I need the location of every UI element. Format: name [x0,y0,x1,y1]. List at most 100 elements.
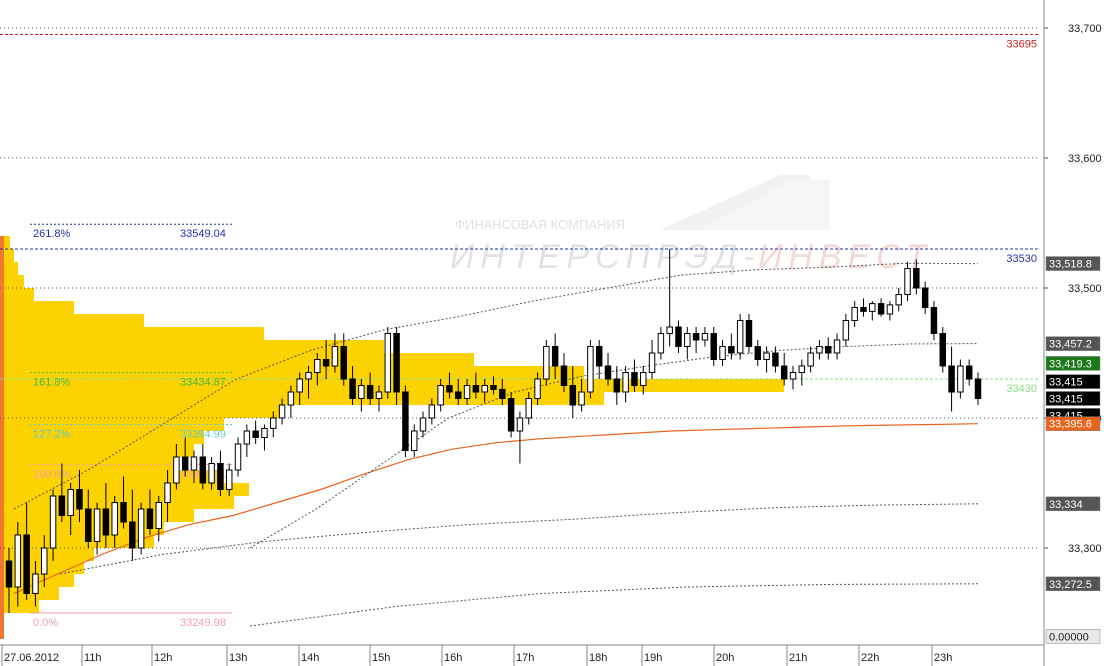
volume-profile-bar [4,392,604,405]
fib-price-label: 33394.99 [180,429,226,441]
candle-body [437,385,444,406]
candle-body [507,398,515,432]
candle-body [825,346,832,354]
candle-body [137,508,145,549]
candle-body [490,385,497,390]
time-label: 14h [301,652,319,664]
candle-body [648,352,656,373]
volume-profile-bar [4,470,224,483]
candle-body [869,303,876,312]
fib-level-label: 261.8% [33,228,71,240]
indicator-lines [13,262,979,627]
candle-body [904,268,911,295]
time-label: 17h [516,652,534,664]
fib-price-label: 33249.98 [180,617,226,629]
candle-body [58,495,66,516]
candle-body [939,333,946,367]
volume-profile-bar [4,275,24,288]
profile-edge [0,236,4,639]
volume-profile-bar [4,483,249,496]
fib-level-label: 0.0% [33,617,58,629]
candle-body [613,378,621,393]
candle-body [331,346,339,367]
candle-body [261,427,268,438]
fib-price-label: 33549.04 [180,228,226,240]
volume-profile-bar [4,288,34,301]
candle-body [93,508,101,542]
fib-level-label: 161.8% [33,377,71,389]
time-label: 27.06.2012 [4,652,59,664]
candle-body [190,456,198,471]
candle-body [631,372,638,386]
time-label: 18h [589,652,607,664]
candle-body [472,385,480,393]
price-tag-label: 33,419.3 [1049,358,1092,370]
price-tag-label: 33,334 [1049,499,1083,511]
time-label: 21h [789,652,807,664]
candle-body [851,307,858,321]
watermark-company-line: ФИНАНСОВАЯ КОМПАНИЯ [455,217,625,232]
volume-profile-bar [4,236,10,249]
candle-body [208,463,215,484]
volume-profile-bar [4,431,204,444]
candle-body [41,547,48,575]
volume-profile-bar [4,405,284,418]
axis-tick-label: 33,600 [1068,153,1102,165]
candle-body [604,365,612,380]
volume-profile-bar [4,301,74,314]
candle-body [913,268,920,289]
lower-band-line [59,503,979,575]
candle-body [587,346,594,393]
candle-body [278,404,286,419]
volume-profile-bar [4,574,74,587]
candle-body [225,469,233,490]
candle-body [129,521,136,549]
level-label: 33530 [1006,253,1037,265]
price-tag [1045,391,1101,406]
candle-body [560,365,568,386]
candle-body [155,502,162,529]
candle-body [296,378,303,393]
candle-body [252,430,259,438]
volume-profile-bar [4,340,384,353]
volume-profile-bar [4,496,234,509]
candle-body [965,365,973,380]
candle-body [666,326,673,334]
volume-profile-bar [4,587,59,600]
candle-body [701,333,709,341]
moving-average-line [13,423,979,595]
fib-level-label: 100.0% [33,469,71,481]
candle-body [463,385,471,399]
candle-body [745,320,753,347]
candle-body [32,573,39,594]
candle-body [807,352,814,367]
price-tags: 33,518.833,457.233,419.333,41533,41533,4… [1045,256,1101,644]
price-tag [1045,629,1101,644]
volume-profile-bar [4,366,584,379]
candle-body [375,391,383,399]
price-tag-label: 33,395.6 [1049,419,1092,431]
level-label: 33695 [1006,39,1037,51]
candle-body [76,489,83,510]
candle-body [816,346,823,354]
time-label: 20h [716,652,734,664]
price-tag [1045,256,1101,271]
candle-body [886,304,894,315]
volume-profile-bar [4,262,18,275]
candle-body [719,346,726,360]
candle-body [516,417,524,432]
candle-body [736,320,744,354]
candle-body [49,495,57,549]
price-tag-label: 0.00000 [1049,631,1089,643]
candle-body [525,398,532,419]
candle-body [684,333,691,347]
candle-body [14,534,22,588]
candle-body [622,372,629,393]
candle-body [930,307,938,334]
candle-body [410,430,418,451]
candle-body [428,404,436,419]
candle-body [780,365,788,380]
axis-tick-label: 33,700 [1068,23,1102,35]
candle-body [217,463,224,490]
candle-body [111,502,118,536]
